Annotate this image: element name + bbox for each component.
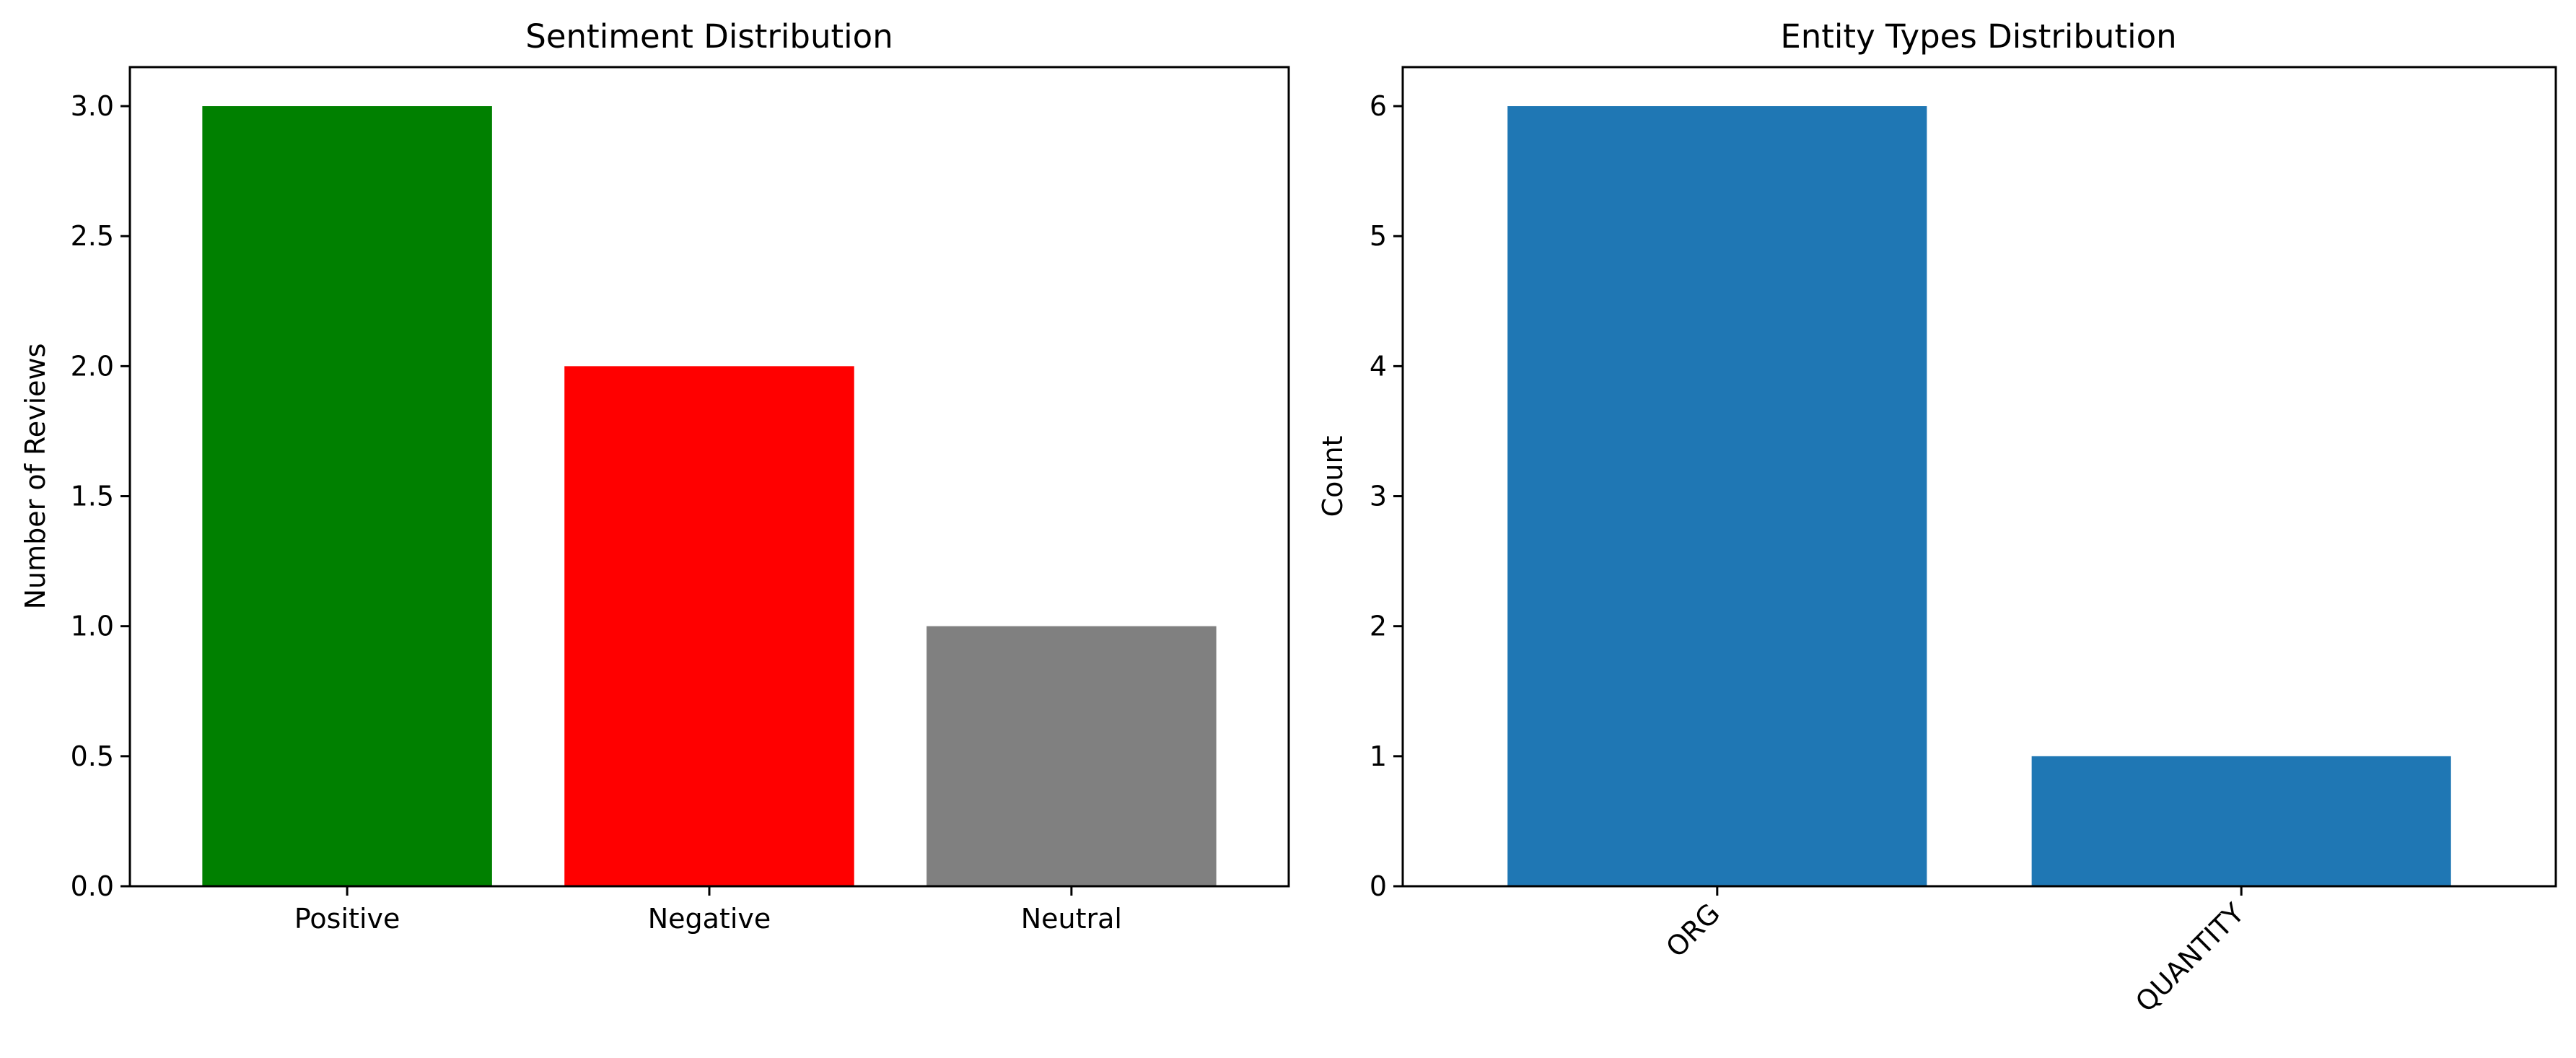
bar-group (202, 106, 1217, 887)
sentiment-chart: Sentiment Distribution 0.0 0.5 1.0 1.5 2.0 2.… (19, 17, 1290, 935)
bar-org (1507, 106, 1927, 887)
y-tick-label: 0 (1370, 870, 1387, 902)
y-tick-label: 0.5 (71, 740, 114, 772)
y-axis-ticks: 0.0 0.5 1.0 1.5 2.0 2.5 3.0 (71, 90, 130, 902)
chart-title: Entity Types Distribution (1780, 17, 2176, 56)
y-tick-label: 1.5 (71, 481, 114, 512)
x-tick-label: Negative (648, 903, 771, 935)
y-tick-label: 2.0 (71, 350, 114, 382)
bar-group (1507, 106, 2451, 887)
y-axis-label: Number of Reviews (19, 344, 51, 610)
plot-frame (128, 66, 1290, 888)
y-axis-ticks: 0 1 2 3 4 5 6 (1370, 90, 1403, 902)
bar-neutral (926, 626, 1217, 886)
x-tick-label: Positive (294, 903, 400, 935)
x-axis-ticks: Positive Negative Neutral (294, 886, 1122, 935)
y-tick-label: 4 (1370, 350, 1387, 382)
y-tick-label: 5 (1370, 220, 1387, 252)
y-tick-label: 6 (1370, 90, 1387, 122)
plot-frame (1401, 66, 2557, 888)
y-tick-label: 3.0 (71, 90, 114, 122)
x-tick-label: Neutral (1021, 903, 1122, 935)
y-tick-label: 2 (1370, 611, 1387, 642)
bar-quantity (2031, 756, 2451, 886)
y-tick-label: 0.0 (71, 870, 114, 902)
y-tick-label: 1.0 (71, 611, 114, 642)
bar-positive (202, 106, 492, 887)
y-tick-label: 3 (1370, 481, 1387, 512)
chart-title: Sentiment Distribution (525, 17, 893, 56)
y-tick-label: 2.5 (71, 220, 114, 252)
bar-negative (564, 366, 854, 886)
y-axis-label: Count (1317, 436, 1349, 517)
y-tick-label: 1 (1370, 740, 1387, 772)
